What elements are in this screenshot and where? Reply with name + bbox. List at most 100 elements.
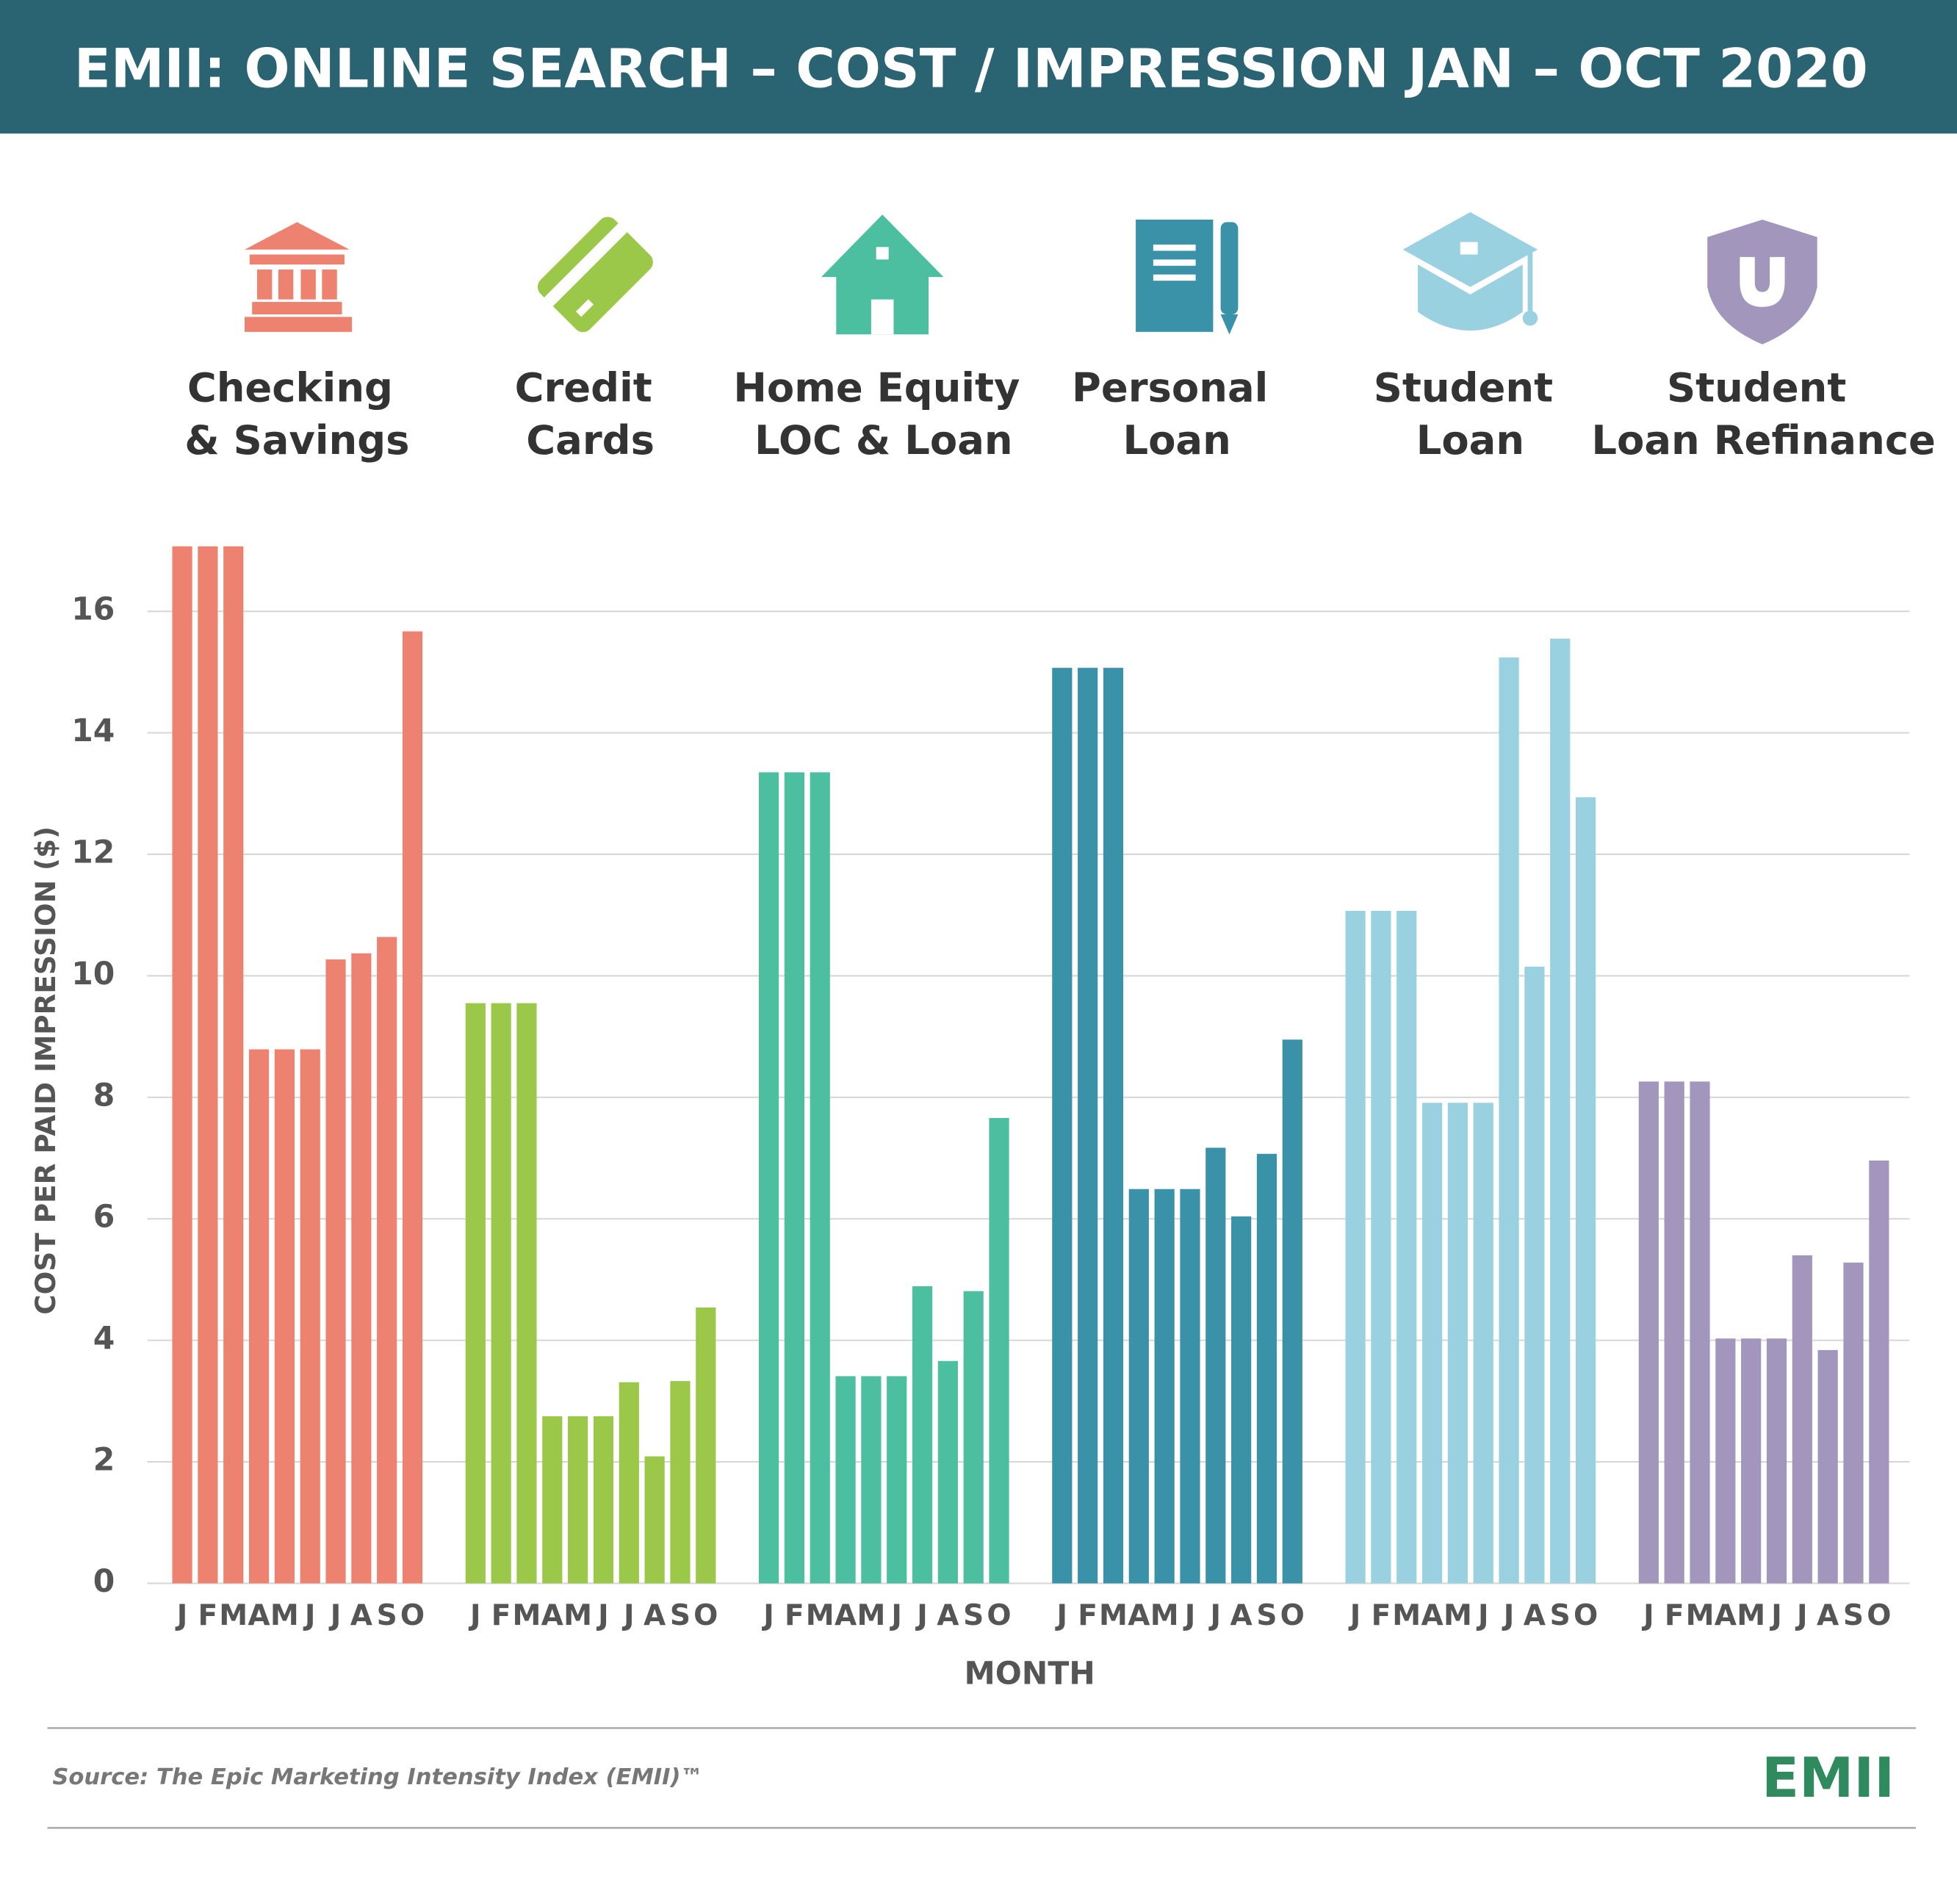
bar xyxy=(1664,1081,1684,1584)
y-tick-label: 10 xyxy=(71,956,115,992)
bar xyxy=(593,1416,614,1584)
x-tick-label: M xyxy=(857,1599,885,1632)
x-tick-label: M xyxy=(1099,1599,1128,1632)
bar xyxy=(835,1376,856,1584)
x-tick-label: J xyxy=(303,1599,316,1632)
x-tick-label: S xyxy=(1256,1599,1277,1632)
bar xyxy=(351,953,372,1584)
bar xyxy=(1256,1153,1277,1584)
y-tick-label: 6 xyxy=(93,1200,115,1236)
x-tick-label: A xyxy=(937,1599,959,1632)
bar xyxy=(491,1003,511,1584)
bar xyxy=(1421,1103,1443,1584)
bar xyxy=(1231,1216,1252,1584)
x-tick-label: J xyxy=(1502,1599,1515,1632)
x-tick-label: J xyxy=(889,1599,902,1632)
bar xyxy=(172,546,192,1584)
x-tick-label: A xyxy=(541,1599,564,1632)
group-label-line: Loan Refinance xyxy=(1591,417,1936,464)
group-label-line: Credit xyxy=(515,365,666,411)
bar xyxy=(325,959,346,1584)
x-tick-label: J xyxy=(1208,1599,1222,1632)
x-tick-label: F xyxy=(1665,1599,1684,1632)
x-tick-label: J xyxy=(596,1599,609,1632)
x-tick-label: O xyxy=(1574,1599,1598,1632)
group-label-line: Loan xyxy=(1122,417,1230,464)
group-label-line: Cards xyxy=(526,417,655,464)
x-tick-label: O xyxy=(987,1599,1011,1632)
x-tick-label: J xyxy=(1055,1599,1068,1632)
group-label: Student Loan Refinance xyxy=(1591,365,1936,464)
x-tick-label: M xyxy=(1686,1599,1715,1632)
bar xyxy=(758,772,779,1584)
x-tick-label: F xyxy=(1078,1599,1098,1632)
bar xyxy=(1715,1338,1736,1584)
bar xyxy=(619,1382,639,1584)
bar xyxy=(1052,668,1073,1584)
logo: EMII xyxy=(1762,1746,1895,1810)
y-tick-label: 12 xyxy=(71,835,115,871)
group-label-line: Student xyxy=(1667,365,1860,411)
title-band xyxy=(0,0,1957,134)
y-axis-label: COST PER PAID IMPRESSION ($) xyxy=(29,826,62,1315)
group-label-line: Home Equity xyxy=(733,365,1034,411)
group-label: Student Loan xyxy=(1374,365,1567,464)
x-tick-label: J xyxy=(1795,1599,1808,1632)
bar xyxy=(223,546,244,1584)
x-tick-label: A xyxy=(644,1599,666,1632)
x-tick-label: O xyxy=(1867,1599,1891,1632)
icon-cap xyxy=(1402,212,1538,331)
bar xyxy=(1128,1189,1149,1584)
group-label: Home Equity LOC & Loan xyxy=(733,365,1034,464)
x-tick-label: M xyxy=(219,1599,248,1632)
x-tick-label: J xyxy=(468,1599,481,1632)
x-tick-label: F xyxy=(785,1599,804,1632)
bar xyxy=(198,546,218,1584)
x-tick-label: A xyxy=(835,1599,857,1632)
x-tick-label: J xyxy=(328,1599,342,1632)
chart-title: EMII: ONLINE SEARCH – COST / IMPRESSION … xyxy=(74,38,1868,101)
x-tick-label: A xyxy=(350,1599,373,1632)
x-tick-label: J xyxy=(1641,1599,1654,1632)
bar xyxy=(1345,910,1366,1584)
x-tick-label: J xyxy=(915,1599,928,1632)
x-tick-label: M xyxy=(1737,1599,1765,1632)
bar xyxy=(465,1003,486,1584)
y-tick-label: 16 xyxy=(71,592,115,628)
bar xyxy=(887,1376,907,1584)
x-tick-label: J xyxy=(1476,1599,1489,1632)
bar xyxy=(1473,1103,1493,1584)
bar xyxy=(248,1049,270,1584)
source: Source: The Epic Marketing Intensity Ind… xyxy=(52,1764,703,1790)
bar xyxy=(1282,1039,1302,1584)
bar xyxy=(696,1307,716,1584)
x-tick-label: S xyxy=(1550,1599,1571,1632)
x-tick-label: M xyxy=(270,1599,299,1632)
bar xyxy=(1103,668,1124,1584)
x-tick-label: M xyxy=(1444,1599,1472,1632)
icon-house xyxy=(821,214,944,335)
bar xyxy=(963,1291,984,1584)
bar xyxy=(1154,1189,1175,1584)
x-tick-label: A xyxy=(1715,1599,1737,1632)
x-tick-label: O xyxy=(1280,1599,1305,1632)
bar xyxy=(1575,797,1596,1584)
y-tick-label: 14 xyxy=(71,713,115,749)
bar xyxy=(1690,1081,1710,1584)
bar xyxy=(1396,910,1417,1584)
bar xyxy=(1792,1255,1812,1584)
bar xyxy=(274,1049,295,1584)
y-tick-label: 4 xyxy=(93,1321,115,1357)
x-tick-label: O xyxy=(693,1599,718,1632)
x-tick-label: J xyxy=(761,1599,774,1632)
bar xyxy=(1371,910,1391,1584)
bar xyxy=(1078,668,1098,1584)
bar xyxy=(1766,1338,1787,1584)
x-tick-label: F xyxy=(198,1599,218,1632)
bar xyxy=(1447,1103,1468,1584)
bar xyxy=(300,1049,320,1584)
x-tick-label: S xyxy=(670,1599,691,1632)
x-tick-label: M xyxy=(806,1599,835,1632)
bar xyxy=(402,631,423,1584)
bar xyxy=(1741,1338,1762,1584)
